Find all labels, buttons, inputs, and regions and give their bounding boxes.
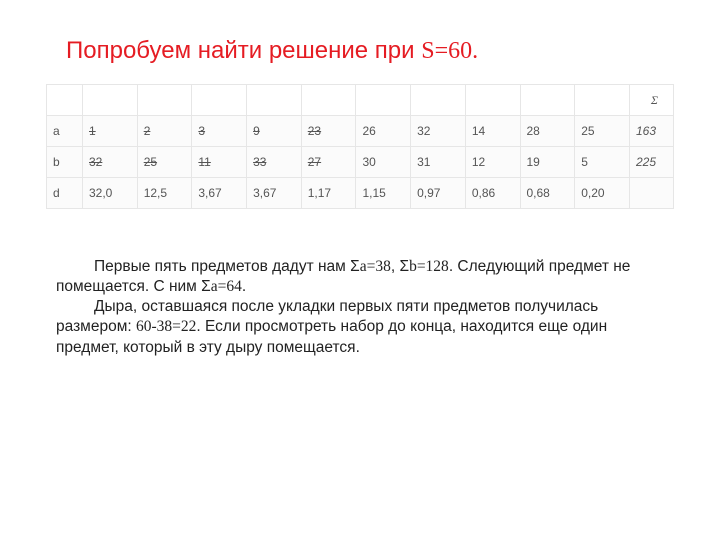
cell: 0,68 [520, 178, 575, 209]
cell: 33 [247, 147, 302, 178]
body-text: Первые пять предметов дадут нам Σa=38, Σ… [56, 257, 660, 358]
cell: 3 [192, 116, 247, 147]
cell: 32 [83, 147, 138, 178]
table-row: d 32,0 12,5 3,67 3,67 1,17 1,15 0,97 0,8… [47, 178, 674, 209]
cell: 0,86 [465, 178, 520, 209]
cell: 31 [411, 147, 466, 178]
hcell [520, 85, 575, 116]
hcell [47, 85, 83, 116]
hcell [192, 85, 247, 116]
cell: 12 [465, 147, 520, 178]
hcell [137, 85, 192, 116]
cell: 25 [137, 147, 192, 178]
cell: 1,15 [356, 178, 411, 209]
cell: 12,5 [137, 178, 192, 209]
title-part2: S=60. [421, 38, 478, 64]
hcell [411, 85, 466, 116]
cell: 19 [520, 147, 575, 178]
cell: 9 [247, 116, 302, 147]
slide-title: Попробуем найти решение при S=60. [66, 36, 654, 66]
row-label: b [47, 147, 83, 178]
cell: 5 [575, 147, 630, 178]
cell: 0,20 [575, 178, 630, 209]
row-label: a [47, 116, 83, 147]
hcell [83, 85, 138, 116]
sum-cell: 163 [630, 116, 674, 147]
cell: 3,67 [192, 178, 247, 209]
paragraph-1: Первые пять предметов дадут нам Σa=38, Σ… [56, 257, 660, 297]
hcell [301, 85, 356, 116]
cell: 0,97 [411, 178, 466, 209]
table-header: Σ [47, 85, 674, 116]
hcell [356, 85, 411, 116]
hcell [465, 85, 520, 116]
cell: 14 [465, 116, 520, 147]
cell: 28 [520, 116, 575, 147]
title-part1: Попробуем найти решение при [66, 37, 421, 64]
hcell [247, 85, 302, 116]
cell: 32 [411, 116, 466, 147]
cell: 1 [83, 116, 138, 147]
paragraph-2: Дыра, оставшаяся после укладки первых пя… [56, 297, 660, 357]
cell: 30 [356, 147, 411, 178]
cell: 3,67 [247, 178, 302, 209]
sigma-header: Σ [630, 85, 674, 116]
cell: 2 [137, 116, 192, 147]
row-label: d [47, 178, 83, 209]
cell: 23 [301, 116, 356, 147]
table-row: a 1 2 3 9 23 26 32 14 28 25 163 [47, 116, 674, 147]
cell: 27 [301, 147, 356, 178]
cell: 1,17 [301, 178, 356, 209]
cell: 25 [575, 116, 630, 147]
cell: 26 [356, 116, 411, 147]
sum-cell: 225 [630, 147, 674, 178]
data-table: Σ a 1 2 3 9 23 26 32 14 28 25 163 b 32 2… [46, 84, 674, 209]
cell: 11 [192, 147, 247, 178]
table-body: a 1 2 3 9 23 26 32 14 28 25 163 b 32 25 … [47, 116, 674, 209]
cell: 32,0 [83, 178, 138, 209]
sum-cell [630, 178, 674, 209]
hcell [575, 85, 630, 116]
slide-root: Попробуем найти решение при S=60. Σ [0, 0, 720, 540]
table-row: b 32 25 11 33 27 30 31 12 19 5 225 [47, 147, 674, 178]
